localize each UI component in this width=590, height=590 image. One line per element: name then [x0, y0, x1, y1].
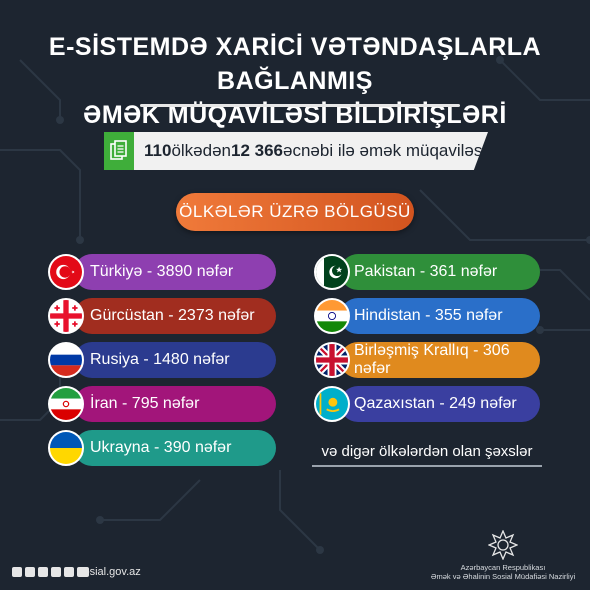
country-label: Ukrayna - 390 nəfər — [90, 439, 232, 456]
facebook-icon[interactable] — [12, 567, 22, 577]
georgia-flag-icon — [48, 298, 84, 334]
linkedin-icon[interactable] — [38, 567, 48, 577]
country-label: Birləşmiş Krallıq - 306 nəfər — [354, 342, 510, 377]
country-label: Türkiyə - 3890 nəfər — [90, 263, 234, 280]
twitter-icon[interactable] — [64, 567, 74, 577]
country-pill: Ukrayna - 390 nəfər — [74, 430, 276, 466]
youtube-icon[interactable] — [77, 567, 89, 577]
country-pill: Pakistan - 361 nəfər — [340, 254, 540, 290]
ministry-name-line-2: Əmək və Əhalinin Sosial Müdafiəsi Nazirl… — [430, 572, 576, 581]
ukraine-flag-icon — [48, 430, 84, 466]
telegram-icon[interactable] — [51, 567, 61, 577]
section-heading: ÖLKƏLƏR ÜZRƏ BÖLGÜSÜ — [176, 193, 414, 231]
title-underline — [140, 104, 460, 107]
pakistan-flag-icon — [314, 254, 350, 290]
summary-text-part-1: ölkədən — [171, 141, 231, 160]
turkey-flag-icon — [48, 254, 84, 290]
country-label: Gürcüstan - 2373 nəfər — [90, 307, 255, 324]
summary-banner: 110 ölkədən 12 366 əcnəbi ilə əmək müqav… — [104, 132, 488, 170]
country-label: Rusiya - 1480 nəfər — [90, 351, 230, 368]
country-pill: İran - 795 nəfər — [74, 386, 276, 422]
india-flag-icon — [314, 298, 350, 334]
ministry-logo-icon — [488, 530, 518, 560]
country-pill: Qazaxıstan - 249 nəfər — [340, 386, 540, 422]
page-title: E-SİSTEMDƏ XARİCİ VƏTƏNDAŞLARLA BAĞLANMI… — [0, 30, 590, 132]
countries-count: 110 — [144, 141, 172, 160]
social-links — [12, 567, 89, 577]
country-label: Pakistan - 361 nəfər — [354, 263, 498, 280]
uk-flag-icon — [314, 342, 350, 378]
country-pill: Türkiyə - 3890 nəfər — [74, 254, 276, 290]
others-note: və digər ölkələrdən olan şəxslər — [312, 439, 542, 467]
iran-flag-icon — [48, 386, 84, 422]
country-label: Qazaxıstan - 249 nəfər — [354, 395, 517, 412]
country-label: Hindistan - 355 nəfər — [354, 307, 503, 324]
ministry-name-line-1: Azərbaycan Respublikası — [460, 563, 546, 572]
country-pill: Rusiya - 1480 nəfər — [74, 342, 276, 378]
country-pill: Hindistan - 355 nəfər — [340, 298, 540, 334]
country-pill: Gürcüstan - 2373 nəfər — [74, 298, 276, 334]
kazakhstan-flag-icon — [314, 386, 350, 422]
country-label: İran - 795 nəfər — [90, 395, 200, 412]
summary-text: 110 ölkədən 12 366 əcnəbi ilə əmək müqav… — [134, 132, 488, 170]
people-count: 12 366 — [231, 141, 283, 160]
title-line-1: E-SİSTEMDƏ XARİCİ VƏTƏNDAŞLARLA BAĞLANMI… — [48, 33, 542, 95]
summary-text-part-2: əcnəbi ilə əmək müqaviləsi — [283, 141, 487, 160]
instagram-icon[interactable] — [25, 567, 35, 577]
country-pill: Birləşmiş Krallıq - 306 nəfər — [340, 342, 540, 378]
ministry-name: Azərbaycan Respublikası Əmək və Əhalinin… — [420, 563, 586, 581]
russia-flag-icon — [48, 342, 84, 378]
documents-icon — [104, 132, 134, 170]
website-link[interactable]: sosial.gov.az — [78, 566, 141, 578]
